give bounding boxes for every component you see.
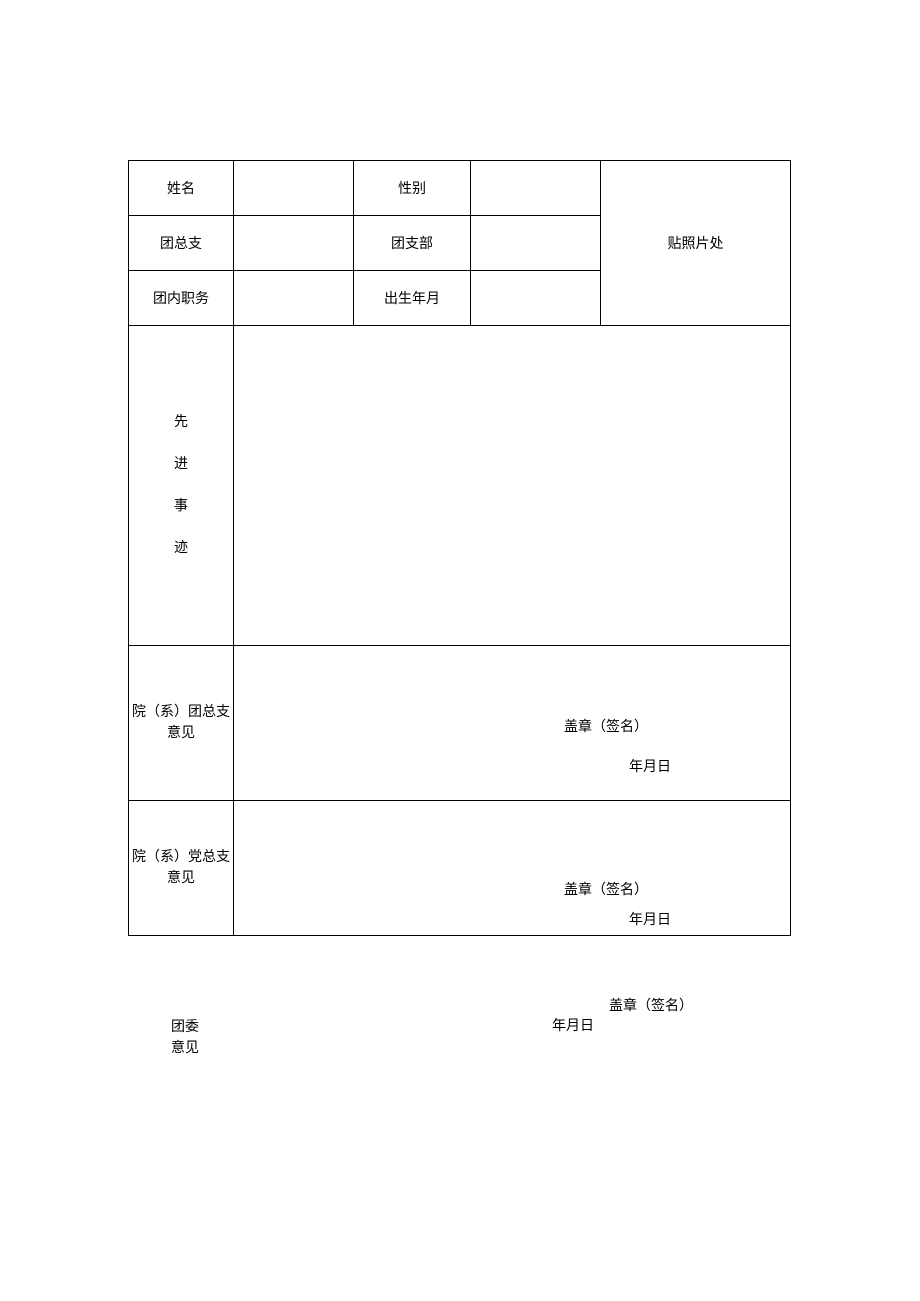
label-name: 姓名: [129, 161, 234, 216]
form-page: 姓名 性别 贴照片处 团总支 团支部 团内职务 出生年月 先 进 事 迹: [128, 160, 790, 936]
label-position: 团内职务: [129, 271, 234, 326]
field-opinion-2: 盖章（签名） 年月日: [234, 801, 791, 936]
label-deeds: 先 进 事 迹: [129, 326, 234, 646]
field-deeds: [234, 326, 791, 646]
field-branch: [471, 216, 601, 271]
photo-cell: 贴照片处: [601, 161, 791, 326]
form-table: 姓名 性别 贴照片处 团总支 团支部 团内职务 出生年月 先 进 事 迹: [128, 160, 791, 936]
stamp-3: 盖章（签名）: [609, 995, 693, 1015]
field-birth: [471, 271, 601, 326]
label-opinion-1: 院（系）团总支意见: [129, 646, 234, 801]
stamp-1: 盖章（签名）: [564, 716, 648, 736]
deeds-c2: 进: [174, 458, 188, 472]
date-1: 年月日: [629, 756, 671, 776]
field-opinion-1: 盖章（签名） 年月日: [234, 646, 791, 801]
label-birth: 出生年月: [354, 271, 471, 326]
field-branch-general: [234, 216, 354, 271]
deeds-c1: 先: [174, 416, 188, 430]
field-name: [234, 161, 354, 216]
date-2: 年月日: [629, 909, 671, 929]
field-gender: [471, 161, 601, 216]
label-opinion-3: 团委 意见: [171, 1017, 199, 1059]
deeds-c4: 迹: [174, 542, 188, 556]
label-branch: 团支部: [354, 216, 471, 271]
label-branch-general: 团总支: [129, 216, 234, 271]
deeds-c3: 事: [174, 500, 188, 514]
date-3: 年月日: [552, 1015, 594, 1035]
label-gender: 性别: [354, 161, 471, 216]
stamp-2: 盖章（签名）: [564, 879, 648, 899]
label-opinion-2: 院（系）党总支意见: [129, 801, 234, 936]
field-position: [234, 271, 354, 326]
